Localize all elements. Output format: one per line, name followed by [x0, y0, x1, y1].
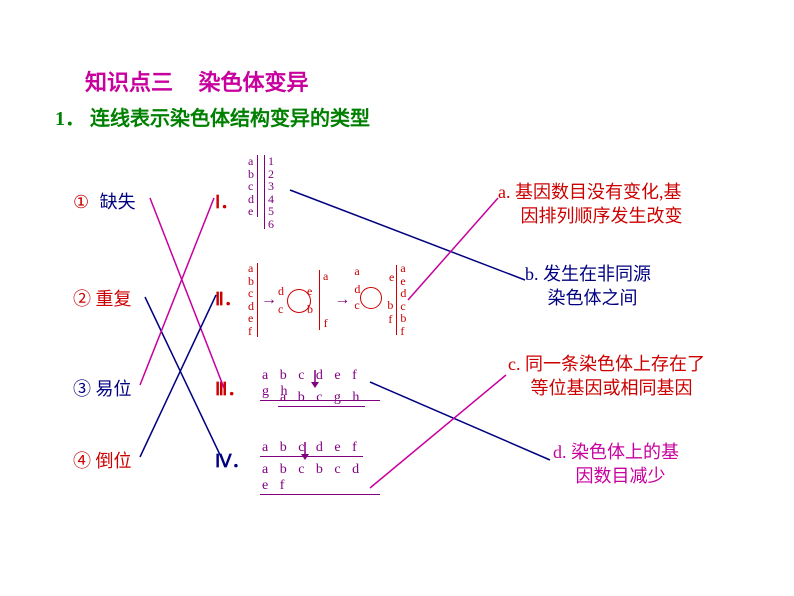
d2-r2t: e [389, 271, 394, 283]
subtitle-num: 1． [55, 108, 85, 130]
roman-1: Ⅰ． [215, 188, 238, 214]
d2-rt: e [307, 285, 312, 297]
roman-2: Ⅱ． [215, 285, 242, 311]
arrow-1: → [261, 291, 277, 309]
left-4: ④ 倒位 [73, 447, 132, 473]
d3-bot: a b c g h [278, 390, 365, 407]
d2-lt: d [278, 285, 284, 297]
title-part1: 知识点三 [85, 70, 173, 95]
left-2-num: ② [73, 289, 91, 309]
d1-left: a b c d e [248, 155, 254, 231]
d1-right: 1 2 3 4 5 6 [268, 155, 274, 231]
d4-bot: a b c b c d e f [260, 462, 380, 495]
left-1-text: 缺失 [100, 192, 136, 212]
left-2: ② 重复 [73, 285, 132, 311]
left-2-text: 重复 [96, 289, 132, 309]
d4-top: a b c d e f [260, 440, 363, 457]
right-c: c. 同一条染色体上存在了 等位基因或相同基因 [508, 352, 705, 401]
left-1: ① 缺失 [73, 188, 136, 214]
d2-s2: f [324, 317, 328, 330]
title-1: 知识点三 染色体变异 [85, 65, 309, 97]
d2-res2: a e d c b f [400, 262, 406, 338]
roman-3: Ⅲ． [215, 375, 245, 401]
diagram-2: a b c d e f → d c e b a f → e d c b a f … [248, 262, 406, 338]
right-b: b. 发生在非同源 染色体之间 [525, 262, 651, 311]
left-4-text: 倒位 [96, 451, 132, 471]
left-3: ③ 易位 [73, 375, 132, 401]
d2-s1: a [323, 270, 328, 283]
left-3-num: ③ [73, 379, 91, 399]
title-part2: 染色体变异 [199, 70, 309, 95]
left-1-num: ① [73, 192, 89, 212]
diagram-1: a b c d e 1 2 3 4 5 6 [248, 155, 274, 231]
left-4-num: ④ [73, 451, 91, 471]
subtitle: 1． 连线表示染色体结构变异的类型 [55, 102, 370, 131]
roman-4: Ⅳ． [215, 447, 250, 473]
left-3-text: 易位 [96, 379, 132, 399]
right-a: a. 基因数目没有变化,基 因排列顺序发生改变 [498, 180, 683, 229]
d2-col1: a b c d e f [248, 262, 254, 338]
d2-lb: c [278, 303, 283, 315]
right-d: d. 染色体上的基 因数目减少 [553, 440, 679, 489]
diagram-4: a b c d e f a b c b c d e f [260, 440, 380, 462]
arrow-2: → [334, 291, 350, 309]
subtitle-text: 连线表示染色体结构变异的类型 [90, 108, 370, 130]
diagram-3: a b c d e f g h a b c g h [260, 368, 380, 390]
d2-rb: b [307, 303, 313, 315]
